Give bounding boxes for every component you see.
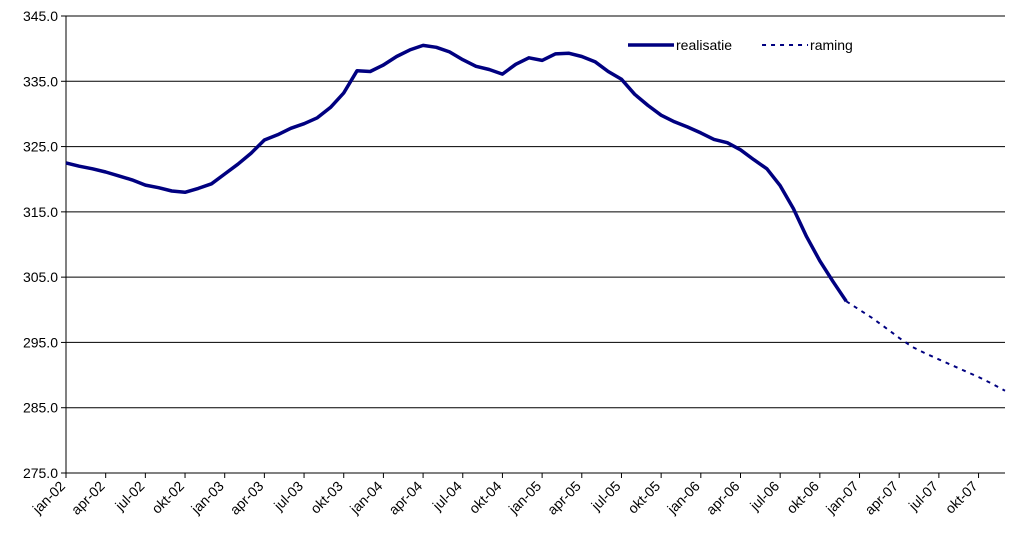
x-tick-label: jan-04 (346, 478, 386, 518)
y-tick-label: 315.0 (23, 204, 58, 220)
legend-label: raming (810, 37, 853, 53)
series-line (65, 43, 848, 303)
x-tick-label: jan-05 (505, 478, 545, 518)
y-tick-label: 285.0 (23, 400, 58, 416)
x-tick-label: okt-05 (624, 478, 663, 517)
legend-label: realisatie (676, 37, 732, 53)
x-tick-label: jan-06 (663, 478, 703, 518)
x-tick-label: okt-06 (783, 478, 822, 517)
x-tick-label: jul-05 (587, 478, 623, 514)
x-tick-label: jul-07 (905, 478, 941, 514)
y-tick-label: 295.0 (23, 334, 58, 350)
x-tick-label: jul-04 (429, 478, 465, 514)
x-tick-label: okt-07 (942, 478, 981, 517)
x-tick-label: apr-05 (544, 478, 584, 518)
y-tick-label: 305.0 (23, 269, 58, 285)
y-tick-label: 325.0 (23, 139, 58, 155)
x-tick-label: jan-02 (29, 478, 69, 518)
x-tick-label: jan-07 (822, 478, 862, 518)
x-tick-label: jul-06 (746, 478, 782, 514)
x-tick-label: okt-03 (307, 478, 346, 517)
y-tick-label: 275.0 (23, 465, 58, 481)
x-tick-label: apr-03 (227, 478, 267, 518)
x-tick-label: okt-02 (148, 478, 187, 517)
x-tick-label: apr-07 (861, 478, 901, 518)
x-tick-label: apr-02 (68, 478, 108, 518)
series-line (845, 300, 1006, 392)
x-tick-label: jul-03 (270, 478, 306, 514)
y-tick-label: 335.0 (23, 73, 58, 89)
x-tick-label: apr-04 (385, 478, 425, 518)
x-tick-label: apr-06 (703, 478, 743, 518)
x-tick-label: jul-02 (111, 478, 147, 514)
x-tick-label: okt-04 (466, 478, 505, 517)
y-tick-label: 345.0 (23, 8, 58, 24)
x-tick-label: jan-03 (187, 478, 227, 518)
